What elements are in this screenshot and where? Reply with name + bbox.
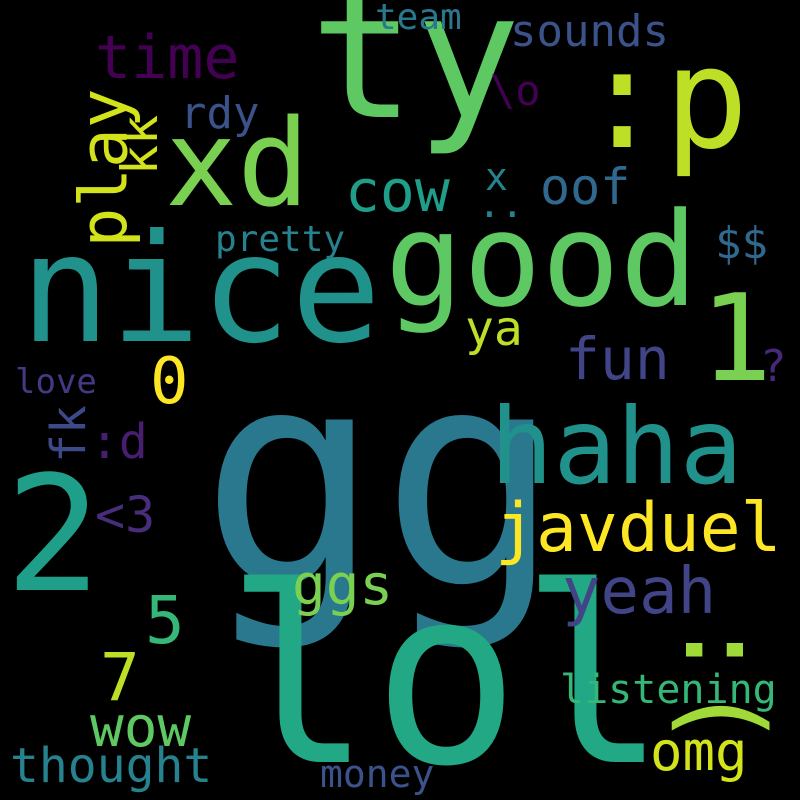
word-wow: wow — [90, 695, 192, 760]
word-money: money — [320, 752, 435, 796]
word-rdy: rdy — [180, 88, 260, 139]
word-omg: omg — [650, 720, 748, 783]
word-gg: gg — [200, 305, 562, 654]
word-oof: oof — [540, 158, 631, 216]
word-backslash-o: \o — [490, 66, 541, 115]
word-lol: lol — [225, 535, 668, 800]
word-good: good — [385, 184, 699, 336]
word-ya: ya — [465, 301, 523, 357]
word-5: 5 — [145, 582, 185, 659]
word-kk: kk — [111, 114, 170, 176]
word-x: x — [485, 155, 508, 199]
word-0: 0 — [150, 345, 189, 419]
word-2: 2 — [5, 441, 102, 628]
word-heart: <3 — [95, 486, 156, 544]
word-sounds: sounds — [510, 6, 669, 57]
word-nice: nice — [20, 203, 382, 377]
word-time: time — [95, 23, 240, 93]
word-fun: fun — [565, 325, 670, 393]
word-pretty: pretty — [215, 219, 346, 260]
word-thought: thought — [10, 738, 213, 794]
word-cow: cow — [345, 157, 450, 225]
word-ggs: ggs — [292, 553, 394, 618]
word-xd: xd — [165, 95, 310, 234]
word-1: 1 — [700, 270, 773, 409]
word-dots: .. — [478, 182, 524, 226]
word-dollars: $$ — [715, 218, 768, 269]
word-7: 7 — [100, 639, 140, 716]
word-listening: listening — [560, 667, 777, 713]
word-question: ? — [760, 341, 787, 392]
word-love: love — [15, 362, 97, 402]
word-colon-p: :p — [580, 18, 749, 181]
word-fk: fk — [40, 405, 97, 463]
word-colon-d: :d — [90, 414, 148, 470]
word-yeah: yeah — [562, 555, 717, 629]
word-javduel: javduel — [495, 489, 782, 568]
word-haha: haha — [490, 386, 743, 508]
word-team: team — [375, 0, 462, 38]
word-ty: ty — [310, 0, 521, 159]
